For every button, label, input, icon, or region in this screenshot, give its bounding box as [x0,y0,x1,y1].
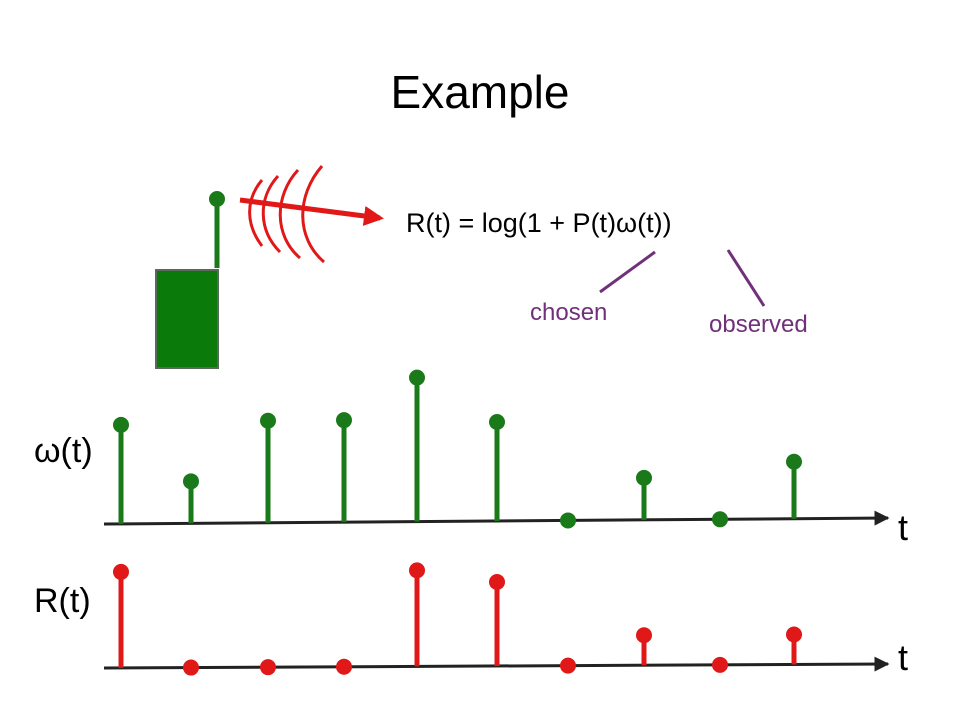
chosen-pointer-line [599,250,656,294]
omega-stem-marker-1 [113,416,129,433]
omega-axis-label: ω(t) [34,432,93,470]
rate-axis-label: R(t) [34,582,91,620]
omega-stem-marker-7 [560,512,576,529]
slide-title: Example [391,66,570,118]
observed-pointer-line [726,249,766,307]
rate-time-label: t [898,637,908,678]
rate-stem-marker-3 [260,659,276,676]
omega-time-axis [103,510,890,526]
omega-stem-marker-5 [409,369,425,386]
rate-stem-chart: R(t) t [34,562,908,678]
rate-stem-marker-8 [636,627,652,644]
rate-stem-marker-4 [336,658,352,675]
omega-stem-chart: ω(t) t [34,369,908,548]
omega-stem-marker-3 [260,412,276,429]
rate-equation: R(t) = log(1 + P(t)ω(t)) [406,208,672,238]
annotation-observed: observed [709,311,808,338]
rate-time-axis [103,656,890,672]
radio-waves-icon [248,165,325,264]
rate-stem-marker-7 [560,657,576,674]
signal-arrow [239,197,384,226]
omega-time-label: t [898,507,908,548]
rate-stem-marker-5 [409,562,425,579]
annotation-chosen: chosen [530,299,607,326]
rate-stem-marker-10 [786,626,802,643]
rate-stem-marker-6 [489,573,505,590]
rate-stem-marker-2 [183,659,199,676]
rate-stem-marker-1 [113,563,129,580]
omega-stem-marker-9 [712,511,728,528]
omega-stem-marker-8 [636,469,652,486]
omega-stem-marker-10 [786,453,802,470]
omega-stem-marker-6 [489,413,505,430]
rate-stem-marker-9 [712,656,728,673]
transmitter-icon [155,191,225,369]
omega-stem-marker-4 [336,412,352,429]
omega-stem-marker-2 [183,473,199,490]
